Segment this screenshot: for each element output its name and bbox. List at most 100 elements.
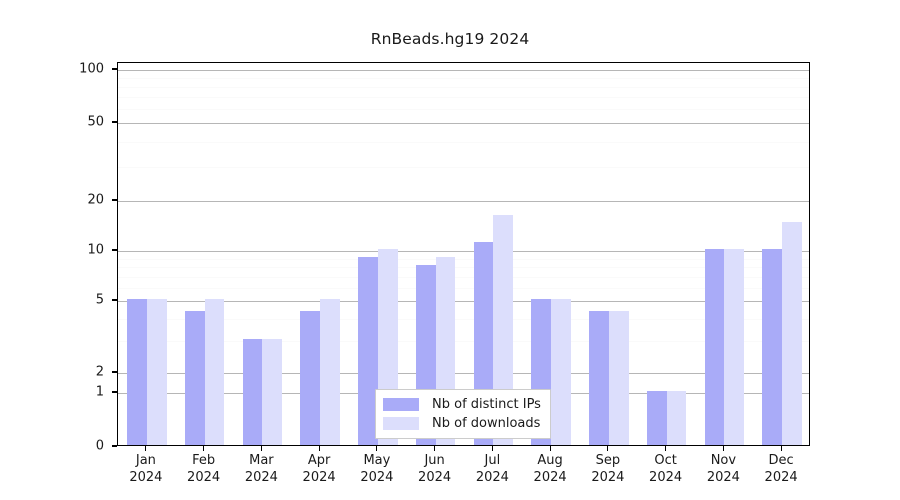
bar-sep-ips xyxy=(589,310,609,445)
bar-dec-downloads xyxy=(782,222,802,445)
bar-oct-ips xyxy=(646,391,667,445)
x-axis-tick-labels: Jan 2024 Feb 2024 Mar 2024 Apr 2024 May 2024 Jun 20… xyxy=(117,452,810,496)
x-axis-tick-label-month: Apr xyxy=(307,453,331,468)
x-axis-tick-label-year: 2024 xyxy=(129,470,163,485)
y-axis-tick-marks xyxy=(0,62,117,447)
x-axis-tick-mark xyxy=(260,446,262,451)
x-axis-tick-label-month: Jul xyxy=(484,453,501,468)
x-axis-tick-label-year: 2024 xyxy=(591,470,625,485)
y-axis-tick-mark xyxy=(112,391,117,393)
bar-mar-ips xyxy=(242,339,263,445)
chart-title: RnBeads.hg19 2024 xyxy=(370,30,530,48)
y-axis-tick-mark xyxy=(112,445,117,447)
x-axis-tick-mark xyxy=(434,446,436,451)
gridline-minor xyxy=(118,109,809,111)
x-axis-tick-label-month: Aug xyxy=(537,453,563,468)
x-axis-tick-label-month: May xyxy=(363,453,391,468)
x-axis-tick-label: Aug 2024 xyxy=(534,452,567,486)
x-axis-tick-label-month: Nov xyxy=(710,453,737,468)
gridline-minor xyxy=(118,276,809,278)
gridline-minor xyxy=(118,341,809,343)
x-axis-tick-marks xyxy=(117,446,810,452)
x-axis-tick-label-year: 2024 xyxy=(475,470,509,485)
gridline-minor xyxy=(118,267,809,269)
y-axis-tick-mark xyxy=(112,249,117,251)
gridline-major xyxy=(118,301,809,302)
bar-feb-ips xyxy=(184,310,205,445)
x-axis-tick-mark xyxy=(491,446,493,451)
y-axis-tick-label: 100 xyxy=(79,61,104,77)
plot-area xyxy=(117,62,810,446)
x-axis-tick-label: Mar 2024 xyxy=(245,452,278,486)
gridline-minor xyxy=(118,287,809,289)
x-axis-tick-mark xyxy=(780,446,782,451)
gridline-major xyxy=(118,123,809,124)
bar-apr-ips xyxy=(300,310,321,445)
gridline-major xyxy=(118,201,809,202)
y-axis-tick-labels: 0 1 2 5 10 20 50 100 xyxy=(0,61,104,454)
x-axis-tick-label: Jun 2024 xyxy=(418,452,451,486)
x-axis-tick-mark xyxy=(549,446,551,451)
x-axis-tick-label: Feb 2024 xyxy=(187,452,220,486)
x-axis-tick-label-year: 2024 xyxy=(302,470,336,485)
x-axis-tick-label-year: 2024 xyxy=(533,470,567,485)
gridline-minor xyxy=(118,258,809,260)
gridline-minor xyxy=(118,78,809,80)
gridline-minor xyxy=(118,318,809,320)
x-axis-tick-mark xyxy=(203,446,205,451)
y-axis-tick-label: 20 xyxy=(87,192,104,208)
x-axis-tick-mark xyxy=(722,446,724,451)
x-axis-tick-label-year: 2024 xyxy=(418,470,452,485)
gridline-minor xyxy=(118,142,809,143)
x-axis-tick-mark xyxy=(145,446,147,451)
y-axis-tick-mark xyxy=(112,68,117,70)
x-axis-tick-mark xyxy=(607,446,609,451)
x-axis-tick-label-year: 2024 xyxy=(764,470,798,485)
x-axis-tick-label-month: Jan xyxy=(135,453,156,468)
x-axis-tick-label-month: Dec xyxy=(768,453,794,468)
x-axis-tick-label: Dec 2024 xyxy=(765,452,798,486)
x-axis-tick-label: May 2024 xyxy=(360,452,393,486)
bar-oct-downloads xyxy=(666,391,687,445)
y-axis-tick-mark xyxy=(112,299,117,301)
x-axis-tick-label-year: 2024 xyxy=(187,470,221,485)
bar-sep-downloads xyxy=(608,310,629,445)
x-axis-tick-label: Jan 2024 xyxy=(129,452,162,486)
gridline-minor xyxy=(118,97,809,99)
y-axis-tick-label: 10 xyxy=(87,242,104,258)
x-axis-tick-label: Oct 2024 xyxy=(649,452,682,486)
x-axis-tick-mark xyxy=(376,446,378,451)
y-axis-tick-mark xyxy=(112,199,117,201)
y-axis-tick-mark xyxy=(112,121,117,123)
legend-item-distinct-ips: Nb of distinct IPs xyxy=(383,395,541,414)
bar-dec-ips xyxy=(762,249,783,445)
bar-jan-downloads xyxy=(146,299,167,445)
x-axis-tick-label-month: Feb xyxy=(192,453,216,468)
y-axis-tick-label: 0 xyxy=(95,438,104,454)
y-axis-tick-label: 50 xyxy=(87,114,104,130)
x-axis-tick-label: Sep 2024 xyxy=(591,452,624,486)
bar-apr-downloads xyxy=(320,299,340,445)
bar-feb-downloads xyxy=(204,299,225,445)
x-axis-tick-label-month: Oct xyxy=(654,453,677,468)
chart-legend: Nb of distinct IPs Nb of downloads xyxy=(375,389,551,439)
gridline-minor xyxy=(118,166,809,168)
bar-jul-downloads xyxy=(493,215,514,445)
y-axis-tick-label: 5 xyxy=(95,292,104,308)
y-axis-tick-label: 2 xyxy=(95,364,104,380)
bar-jan-ips xyxy=(127,299,147,445)
legend-item-downloads: Nb of downloads xyxy=(383,414,541,433)
x-axis-tick-mark xyxy=(665,446,667,451)
y-axis-tick-mark xyxy=(112,371,117,373)
bar-nov-ips xyxy=(704,249,725,445)
bar-aug-downloads xyxy=(551,299,571,445)
legend-swatch-icon xyxy=(383,417,419,430)
x-axis-tick-label-month: Sep xyxy=(595,453,621,468)
gridline-major xyxy=(118,373,809,374)
x-axis-tick-label: Nov 2024 xyxy=(707,452,740,486)
gridline-major xyxy=(118,70,809,71)
legend-swatch-icon xyxy=(383,398,419,411)
x-axis-tick-label-year: 2024 xyxy=(244,470,278,485)
x-axis-tick-label-month: Jun xyxy=(424,453,445,468)
